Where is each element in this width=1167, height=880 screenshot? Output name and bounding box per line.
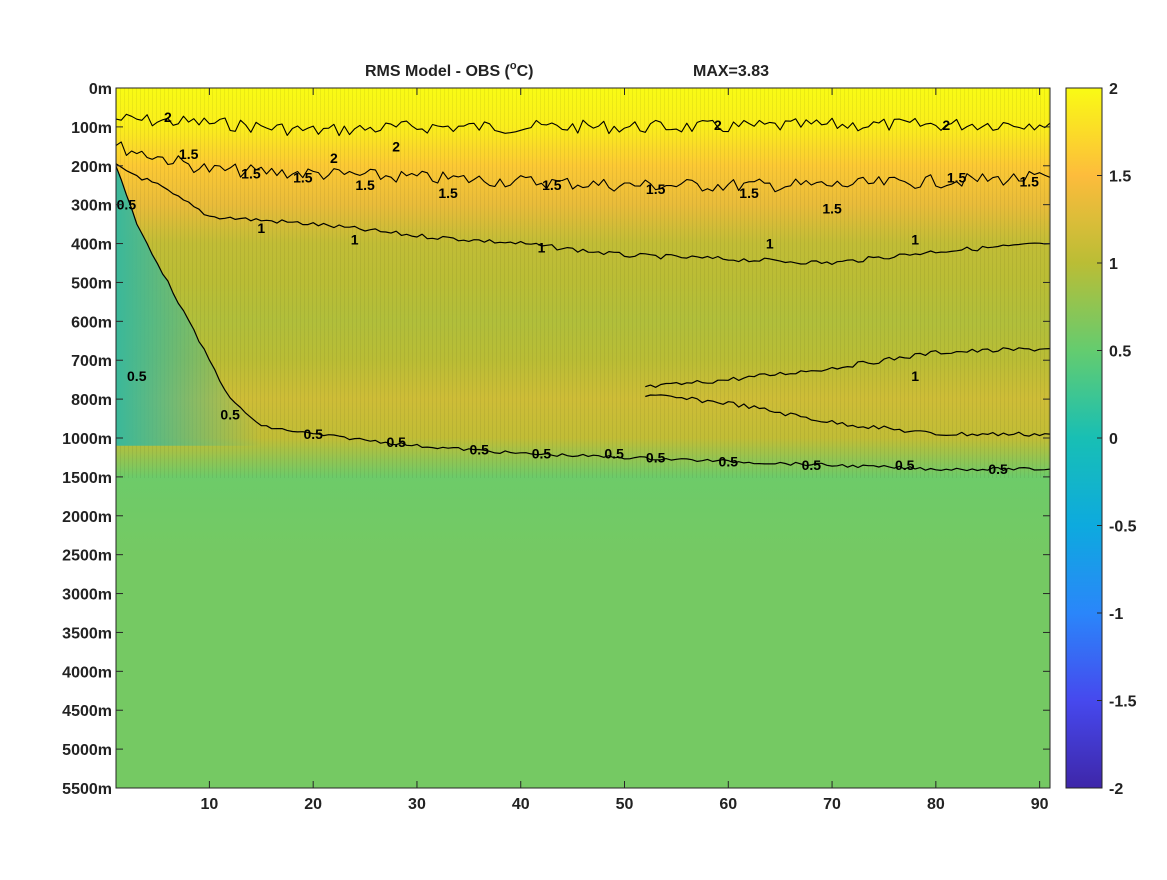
contour-label: 0.5 [802, 457, 822, 473]
x-tick-label: 80 [927, 796, 945, 813]
y-tick-label: 1500m [62, 470, 112, 487]
contour-label: 0.5 [469, 442, 489, 458]
colorbar-tick-label: 1 [1109, 256, 1118, 273]
colorbar: 2 1.5 1 0.5 0 -0.5 -1 -1.5 -2 [1065, 81, 1137, 798]
contour-line-0-5 [116, 165, 1050, 472]
chart-title: RMS Model - OBS (oC) [365, 60, 534, 80]
colorbar-tick-label: -2 [1109, 781, 1123, 798]
contour-label: 0.5 [604, 446, 624, 462]
y-tick-label: 300m [71, 198, 112, 215]
y-tick-label: 800m [71, 392, 112, 409]
low-rms-coastal-wedge [116, 165, 262, 446]
colorbar-tick-label: -1.5 [1109, 694, 1137, 711]
y-tick-label: 1000m [62, 431, 112, 448]
contour-label: 0.5 [386, 434, 406, 450]
contour-label: 1.5 [293, 169, 313, 185]
y-tick-label: 3500m [62, 625, 112, 642]
colorbar-tick-label: 0 [1109, 431, 1118, 448]
contour-label: 0.5 [303, 426, 323, 442]
y-tick-label: 4500m [62, 703, 112, 720]
y-tick-label: 2000m [62, 509, 112, 526]
y-tick-label: 600m [71, 314, 112, 331]
contour-label: 0.5 [220, 407, 240, 423]
contour-label: 2 [164, 109, 172, 125]
chart-title-unit: C) [517, 63, 534, 80]
x-tick-label: 60 [719, 796, 737, 813]
contour-label: 2 [942, 117, 950, 133]
y-tick-label: 700m [71, 353, 112, 370]
contour-label: 1 [911, 232, 919, 248]
contour-label: 0.5 [988, 461, 1008, 477]
contour-label: 0.5 [646, 449, 666, 465]
plot-area: 2 2 2 2 2 1.5 1.5 1.5 1.5 1.5 1.5 1.5 1.5 1.5 1.5 1.5 1 1… [115, 87, 1051, 789]
contour-label: 1.5 [355, 177, 375, 193]
contour-line-1 [116, 163, 1050, 265]
contour-label: 0.5 [127, 368, 147, 384]
contour-labels: 2 2 2 2 2 1.5 1.5 1.5 1.5 1.5 1.5 1.5 1.5 1.5 1.5 1.5 1 1… [117, 109, 1040, 477]
x-tick-label: 10 [201, 796, 219, 813]
colorbar-ticks: 2 1.5 1 0.5 0 -0.5 -1 -1.5 -2 [1097, 81, 1137, 798]
contour-label: 0.5 [719, 453, 739, 469]
contour-label: 1.5 [542, 177, 562, 193]
colorbar-tick-label: -1 [1109, 606, 1123, 623]
y-tick-label: 500m [71, 275, 112, 292]
x-axis: 10 20 30 40 50 60 70 80 90 [201, 88, 1049, 813]
y-tick-label: 400m [71, 237, 112, 254]
y-tick-label: 200m [71, 159, 112, 176]
contour-label: 1 [911, 368, 919, 384]
contour-label: 1.5 [241, 166, 261, 182]
contour-line-1-5 [116, 141, 1050, 193]
contour-label: 1.5 [179, 146, 199, 162]
contour-label: 1.5 [947, 169, 967, 185]
colorbar-tick-label: 0.5 [1109, 344, 1131, 361]
contour-line-2 [116, 113, 1050, 137]
x-tick-label: 90 [1031, 796, 1049, 813]
y-axis: 0m 100m 200m 300m 400m 500m 600m 700m 800m 1000m 1… [62, 81, 1050, 798]
colorbar-tick-label: 1.5 [1109, 169, 1131, 186]
contour-label: 0.5 [532, 446, 552, 462]
contour-label: 1.5 [438, 185, 458, 201]
contour-label: 2 [392, 138, 400, 154]
y-tick-label: 4000m [62, 664, 112, 681]
contour-label: 1 [257, 220, 265, 236]
x-tick-label: 70 [823, 796, 841, 813]
x-tick-label: 40 [512, 796, 530, 813]
contour-label: 1 [538, 239, 546, 255]
contour-label: 1.5 [646, 181, 666, 197]
contour-label: 1 [766, 236, 774, 252]
contour-label: 1.5 [822, 201, 842, 217]
y-tick-label: 3000m [62, 587, 112, 604]
contour-label: 1 [351, 232, 359, 248]
y-tick-label: 2500m [62, 548, 112, 565]
contour-label: 2 [714, 117, 722, 133]
y-tick-label: 5500m [62, 781, 112, 798]
contour-label: 2 [330, 150, 338, 166]
colorbar-tick-label: 2 [1109, 81, 1118, 98]
contour-label: 1.5 [1020, 173, 1040, 189]
contour-label: 1.5 [739, 185, 759, 201]
contour-label: 0.5 [117, 197, 137, 213]
chart-title-main: RMS Model - OBS ( [365, 63, 511, 80]
contour-label: 0.5 [895, 457, 915, 473]
y-tick-label: 5000m [62, 742, 112, 759]
field-texture [116, 88, 1050, 478]
contour-line-1 [645, 347, 1050, 388]
y-tick-label: 100m [71, 120, 112, 137]
x-tick-label: 50 [616, 796, 634, 813]
contour-lines [116, 113, 1050, 472]
colorbar-scale [1065, 87, 1103, 789]
x-tick-label: 20 [304, 796, 322, 813]
chart-title-superscript: o [510, 60, 517, 72]
y-tick-label: 0m [89, 81, 112, 98]
x-tick-label: 30 [408, 796, 426, 813]
contour-line-1 [645, 394, 1050, 437]
colorbar-tick-label: -0.5 [1109, 519, 1137, 536]
max-value-label: MAX=3.83 [693, 63, 769, 80]
